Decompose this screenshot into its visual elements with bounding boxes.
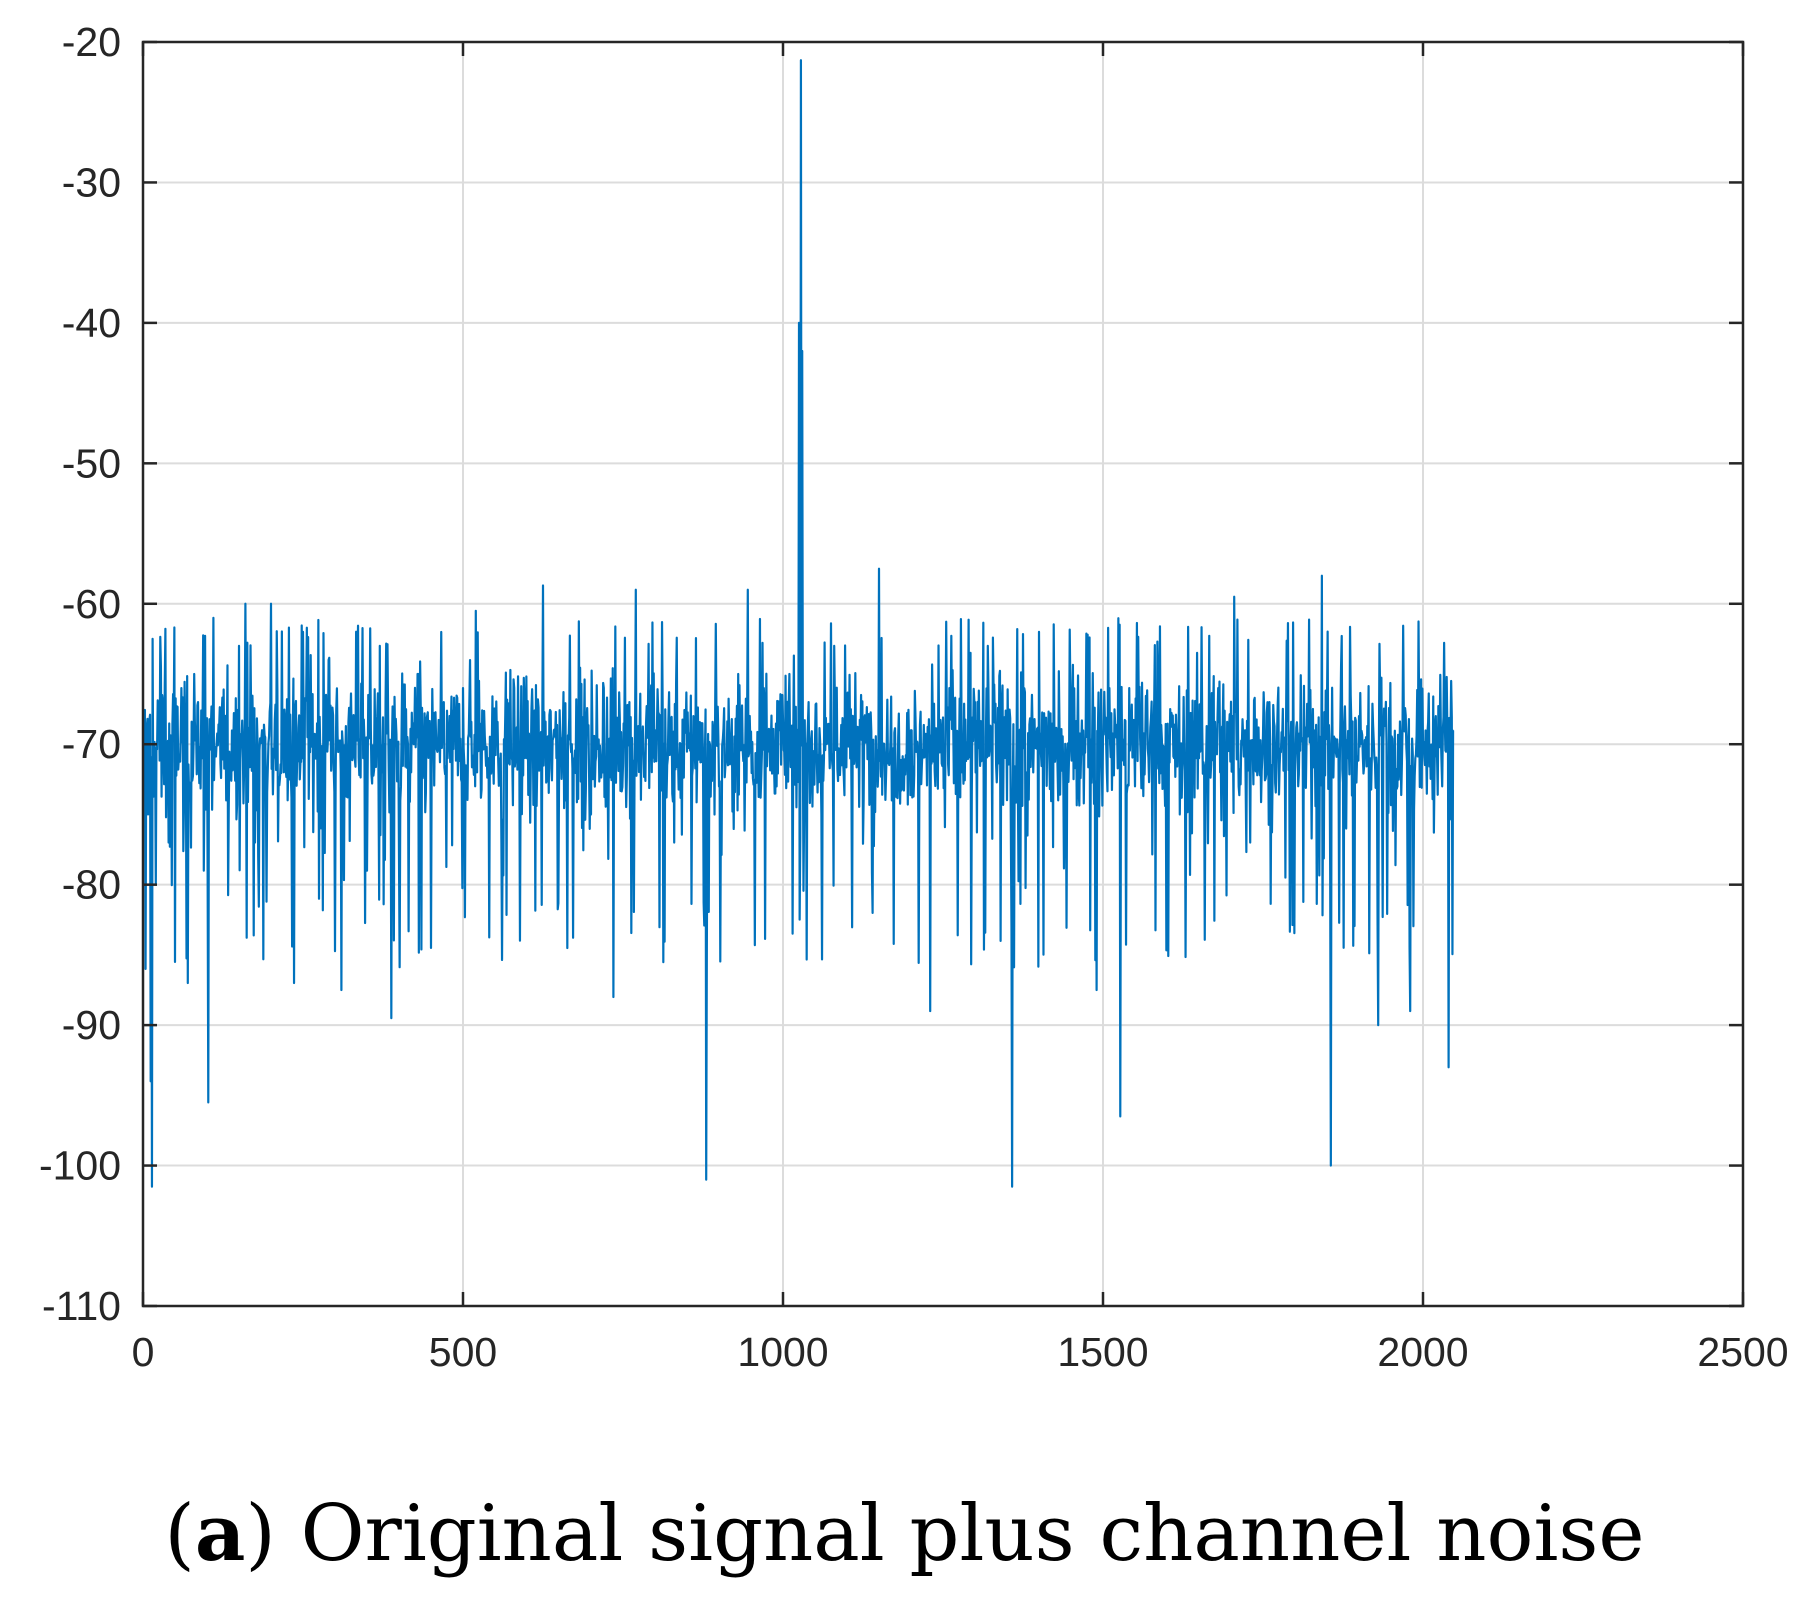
figure-caption: (a) Original signal plus channel noise [0,1488,1809,1579]
plot-frame [141,40,1745,1308]
y-tick-label: -50 [62,440,121,486]
x-tick-label: 2000 [1377,1329,1468,1375]
x-tick-label: 1000 [737,1329,828,1375]
x-tick-label: 0 [132,1329,155,1375]
series-line [142,59,1455,1188]
tick-labels: 0 500 1000 1500 2000 2500 -20 -30 -40 -50 -60 -70 -8… [39,19,1789,1375]
y-tick-label: -100 [39,1143,121,1189]
caption-letter: a [194,1488,246,1579]
plot-background [143,42,1743,1306]
y-tick-label: -20 [62,19,121,65]
y-tick-label: -60 [62,581,121,627]
x-tick-label: 1500 [1057,1329,1148,1375]
y-tick-label: -90 [62,1002,121,1048]
series-layer [142,59,1455,1188]
y-tick-label: -30 [62,159,121,205]
caption-text: ) Original signal plus channel noise [245,1489,1645,1579]
caption-open-paren: ( [164,1489,195,1579]
y-tick-label: -80 [62,862,121,908]
axis-ticks [141,40,1745,1308]
x-tick-label: 500 [429,1329,497,1375]
y-tick-label: -70 [62,721,121,767]
y-tick-label: -110 [42,1283,121,1329]
x-tick-label: 2500 [1697,1329,1788,1375]
line-chart: 0 500 1000 1500 2000 2500 -20 -30 -40 -50 -60 -70 -8… [39,19,1789,1375]
y-tick-label: -40 [62,300,121,346]
